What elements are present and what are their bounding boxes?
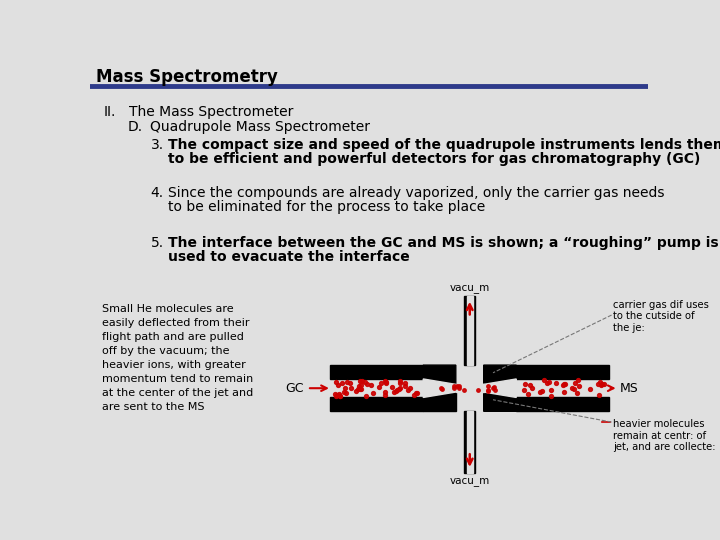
Text: The interface between the GC and MS is shown; a “roughing” pump is: The interface between the GC and MS is s…	[168, 236, 718, 249]
Bar	[467, 411, 473, 473]
Polygon shape	[423, 379, 456, 397]
Polygon shape	[423, 392, 456, 411]
Bar	[516, 397, 609, 411]
Text: 3.: 3.	[150, 138, 163, 152]
Polygon shape	[423, 365, 456, 384]
Text: 4.: 4.	[150, 186, 163, 200]
Bar	[330, 365, 423, 379]
Text: Quadrupole Mass Spectrometer: Quadrupole Mass Spectrometer	[150, 120, 371, 134]
Text: carrier gas dif uses
to the cutside of
the je:: carrier gas dif uses to the cutside of t…	[613, 300, 709, 333]
Polygon shape	[484, 365, 516, 384]
Text: to be efficient and powerful detectors for gas chromatography (GC): to be efficient and powerful detectors f…	[168, 152, 700, 166]
Text: vacu_m: vacu_m	[449, 283, 490, 293]
Text: D.: D.	[127, 120, 143, 134]
Bar	[464, 296, 475, 365]
Text: The compact size and speed of the quadrupole instruments lends them: The compact size and speed of the quadru…	[168, 138, 720, 152]
Text: 5.: 5.	[150, 236, 163, 249]
Polygon shape	[484, 379, 516, 397]
Bar	[516, 365, 609, 379]
Bar	[464, 411, 475, 473]
Bar	[467, 296, 473, 365]
Text: Small He molecules are
easily deflected from their
flight path and are pulled
of: Small He molecules are easily deflected …	[102, 303, 253, 411]
Text: Since the compounds are already vaporized, only the carrier gas needs: Since the compounds are already vaporize…	[168, 186, 664, 200]
Text: II.: II.	[104, 105, 117, 119]
Text: vacu_m: vacu_m	[449, 476, 490, 486]
Text: The Mass Spectrometer: The Mass Spectrometer	[129, 105, 293, 119]
Text: Mass Spectrometry: Mass Spectrometry	[96, 68, 278, 86]
Text: used to evacuate the interface: used to evacuate the interface	[168, 249, 409, 264]
Text: heavier molecules
remain at centr: of
jet, and are collecte:: heavier molecules remain at centr: of je…	[613, 419, 716, 452]
Text: GC: GC	[285, 382, 304, 395]
Bar	[456, 384, 484, 392]
Text: to be eliminated for the process to take place: to be eliminated for the process to take…	[168, 200, 485, 214]
Text: MS: MS	[620, 382, 639, 395]
Polygon shape	[484, 392, 516, 411]
Bar	[330, 397, 423, 411]
